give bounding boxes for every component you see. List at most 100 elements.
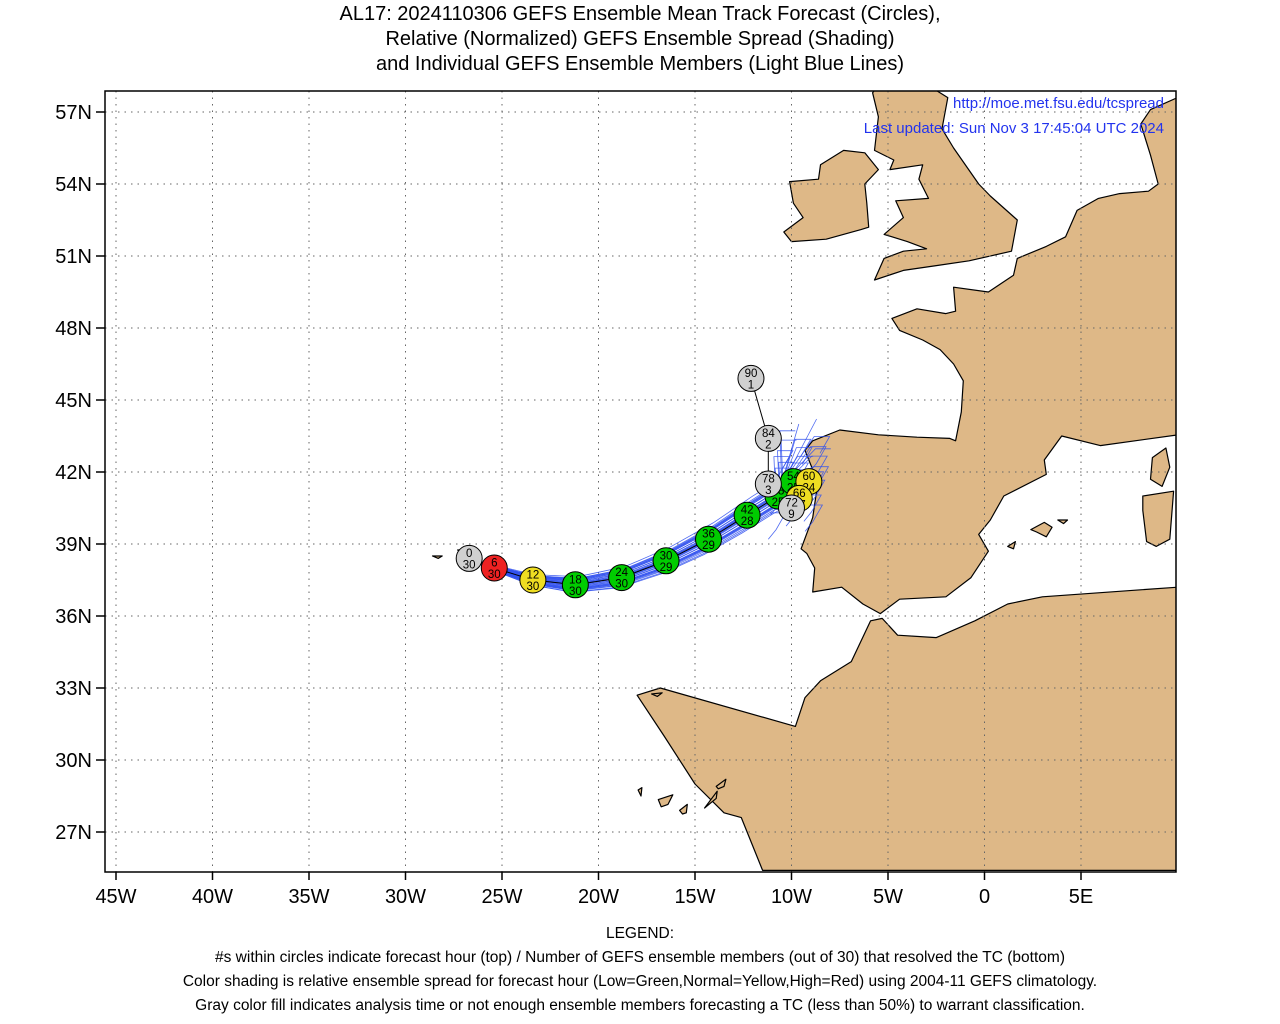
ireland-land <box>783 149 879 243</box>
lon-tick-label: 30W <box>385 886 426 908</box>
lon-tick-label: 15W <box>674 886 715 908</box>
forecast-hour-label: 90 <box>745 368 758 380</box>
forecast-hour-label: 60 <box>802 471 815 483</box>
legend-line-1: #s within circles indicate forecast hour… <box>215 949 1065 966</box>
lat-tick-label: 30N <box>55 750 92 772</box>
pico-land <box>431 555 443 559</box>
axis-ticks: 57N 54N 51N 48N 45N 42N 39N 36N 33N 30N 27N 45W 40W 3… <box>55 102 1093 908</box>
forecast-point: 783 <box>754 470 782 498</box>
land-layer <box>431 28 1176 871</box>
tenerife-land <box>657 794 674 808</box>
corsica-land <box>1149 447 1171 487</box>
lon-tick-label: 0 <box>979 886 990 908</box>
member-count-label: 30 <box>526 581 539 593</box>
forecast-circle <box>737 364 765 392</box>
great-britain-land <box>872 91 1018 281</box>
title-line-3: and Individual GEFS Ensemble Members (Li… <box>375 53 905 75</box>
member-count-label: 29 <box>702 540 715 552</box>
legend-line-3: Gray color fill indicates analysis time … <box>195 997 1085 1014</box>
lon-tick-label: 35W <box>288 886 329 908</box>
lon-tick-label: 25W <box>481 886 522 908</box>
forecast-circle <box>519 566 547 594</box>
forecast-circle <box>778 494 805 522</box>
forecast-circle <box>695 525 723 553</box>
title-line-1: AL17: 2024110306 GEFS Ensemble Mean Trac… <box>339 3 941 25</box>
fuerteventura-land <box>704 790 718 809</box>
legend-heading: LEGEND: <box>605 925 675 942</box>
la-palma-land <box>637 787 643 797</box>
credit-updated: Last updated: Sun Nov 3 17:45:04 UTC 202… <box>864 120 1164 137</box>
lat-tick-label: 33N <box>55 678 92 700</box>
member-count-label: 9 <box>788 509 794 521</box>
forecast-hour-label: 84 <box>762 428 775 440</box>
chart-title: AL17: 2024110306 GEFS Ensemble Mean Trac… <box>0 2 1280 77</box>
lat-tick-label: 51N <box>55 246 92 268</box>
forecast-circle <box>608 564 636 592</box>
lanzarote-land <box>715 778 727 790</box>
lat-tick-label: 39N <box>55 534 92 556</box>
lat-tick-label: 42N <box>55 462 92 484</box>
lat-tick-label: 27N <box>55 822 92 844</box>
forecast-hour-label: 6 <box>491 558 497 570</box>
lat-tick-label: 48N <box>55 318 92 340</box>
forecast-circle <box>480 554 508 582</box>
legend: LEGEND: #s within circles indicate forec… <box>0 922 1280 1018</box>
forecast-circle <box>754 424 782 452</box>
iberia-land <box>636 97 1176 871</box>
member-count-label: 2 <box>765 439 771 451</box>
member-count-label: 30 <box>569 586 582 598</box>
menorca-land <box>1057 519 1069 525</box>
forecast-circle <box>733 501 761 529</box>
forecast-hour-label: 78 <box>762 474 775 486</box>
forecast-point: 901 <box>737 364 765 392</box>
forecast-circles: 0306301230183024303029362942284825542560… <box>455 364 823 599</box>
member-count-label: 28 <box>741 516 754 528</box>
forecast-point: 030 <box>455 544 483 572</box>
member-count-label: 30 <box>463 559 476 571</box>
lon-tick-label: 20W <box>578 886 619 908</box>
legend-line-2: Color shading is relative ensemble sprea… <box>182 973 1098 990</box>
forecast-point: 842 <box>754 424 782 452</box>
credit-url[interactable]: http://moe.met.fsu.edu/tcspread <box>953 95 1164 112</box>
lon-tick-label: 45W <box>95 886 136 908</box>
forecast-hour-label: 12 <box>526 570 539 582</box>
forecast-hour-label: 18 <box>569 574 582 586</box>
ibiza-land <box>1007 541 1016 550</box>
lat-tick-label: 57N <box>55 102 92 124</box>
grid-lines <box>105 91 1176 872</box>
title-line-2: Relative (Normalized) GEFS Ensemble Spre… <box>385 28 895 50</box>
forecast-hour-label: 36 <box>702 529 715 541</box>
forecast-hour-label: 24 <box>615 567 628 579</box>
forecast-hour-label: 0 <box>466 548 472 560</box>
member-count-label: 30 <box>615 579 628 591</box>
sardinia-land <box>1142 490 1175 547</box>
mallorca-land <box>1030 521 1053 538</box>
madeira-land <box>651 692 663 697</box>
member-count-label: 30 <box>488 569 501 581</box>
member-count-label: 1 <box>748 379 754 391</box>
member-count-label: 3 <box>765 485 771 497</box>
plot-frame <box>104 90 1177 873</box>
lon-tick-label: 5E <box>1069 886 1093 908</box>
forecast-point: 729 <box>778 494 805 522</box>
forecast-hour-label: 72 <box>785 498 798 510</box>
member-count-label: 29 <box>660 562 673 574</box>
forecast-point: 630 <box>480 554 508 582</box>
forecast-circle <box>754 470 782 498</box>
gran-canaria-land <box>679 803 688 815</box>
forecast-hour-label: 42 <box>741 505 754 517</box>
forecast-circle <box>561 571 589 599</box>
shetland-land <box>958 28 968 45</box>
lon-tick-label: 40W <box>192 886 233 908</box>
forecast-circle <box>455 544 483 572</box>
lon-tick-label: 5W <box>873 886 903 908</box>
forecast-hour-label: 30 <box>660 550 673 562</box>
lon-tick-label: 10W <box>771 886 812 908</box>
lat-tick-label: 45N <box>55 390 92 412</box>
